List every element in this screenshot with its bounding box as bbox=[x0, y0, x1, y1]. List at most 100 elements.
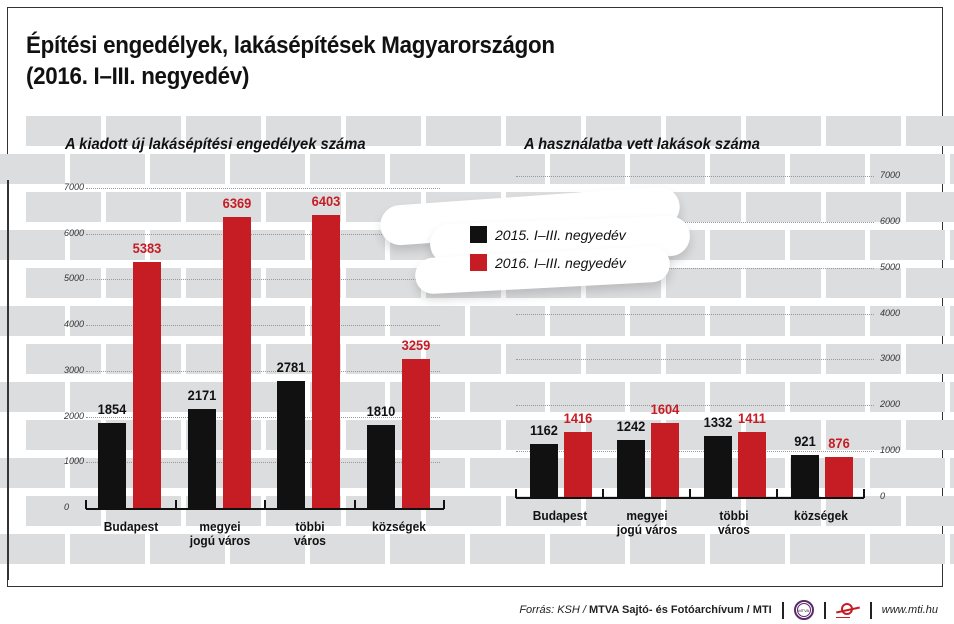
brick bbox=[950, 458, 954, 488]
brick bbox=[26, 344, 101, 374]
title-line-2: (2016. I–III. negyedév) bbox=[26, 63, 250, 90]
brick bbox=[746, 496, 821, 526]
category-line: megyei bbox=[199, 519, 241, 534]
brick bbox=[390, 306, 465, 336]
brick bbox=[106, 116, 181, 146]
brick bbox=[346, 268, 421, 298]
brick bbox=[426, 116, 501, 146]
x-axis-tick bbox=[515, 489, 517, 498]
value-label-2015: 2781 bbox=[276, 358, 306, 375]
brick bbox=[710, 154, 785, 184]
brick bbox=[426, 496, 501, 526]
bar-2015 bbox=[366, 425, 395, 508]
bar-2015 bbox=[98, 423, 126, 508]
brick bbox=[906, 268, 954, 298]
brick bbox=[906, 192, 954, 222]
brick bbox=[630, 154, 705, 184]
brick bbox=[746, 268, 821, 298]
brick bbox=[826, 116, 901, 146]
brick bbox=[586, 116, 661, 146]
brick bbox=[746, 116, 821, 146]
brick bbox=[666, 116, 741, 146]
category-line: jogú város bbox=[616, 522, 677, 537]
value-label-2016: 876 bbox=[828, 434, 850, 451]
brick bbox=[746, 192, 821, 222]
title-line-1: Építési engedélyek, lakásépítések Magyar… bbox=[26, 32, 555, 59]
brick bbox=[550, 154, 625, 184]
brick bbox=[950, 382, 954, 412]
legend-item-2015: 2015. I–III. negyedév bbox=[470, 226, 626, 243]
brick bbox=[0, 534, 65, 564]
mti-logo-icon bbox=[835, 601, 860, 619]
gridline bbox=[516, 267, 874, 269]
x-axis-tick bbox=[353, 500, 356, 509]
value-label-2015: 1242 bbox=[616, 418, 646, 435]
brick bbox=[630, 306, 705, 336]
bar-2016 bbox=[825, 456, 853, 497]
brick bbox=[0, 458, 65, 488]
brick bbox=[870, 230, 945, 260]
y-tick-label: 5000 bbox=[64, 273, 85, 284]
brick bbox=[390, 534, 465, 564]
mtva-logo-text: MTVA bbox=[796, 603, 811, 617]
brick bbox=[666, 496, 741, 526]
separator bbox=[823, 601, 826, 619]
brick bbox=[310, 154, 385, 184]
brick bbox=[70, 154, 145, 184]
category-line: többi bbox=[295, 519, 325, 534]
x-axis-tick bbox=[602, 489, 604, 498]
brick bbox=[826, 344, 901, 374]
value-label-2015: 2171 bbox=[187, 386, 216, 403]
bar-2016 bbox=[651, 423, 679, 497]
left-chart-title: A kiadott új lakásépítési engedélyek szá… bbox=[65, 136, 366, 153]
brick bbox=[70, 306, 145, 336]
brick bbox=[70, 382, 145, 412]
brick bbox=[790, 154, 865, 184]
source-agency: MTVA Sajtó- és Fotóarchívum / MTI bbox=[589, 604, 772, 616]
category-line: város bbox=[293, 533, 326, 548]
brick bbox=[506, 116, 581, 146]
y-tick-label: 4000 bbox=[64, 319, 85, 330]
brick bbox=[870, 458, 945, 488]
bar-2015 bbox=[187, 408, 216, 508]
x-axis-tick bbox=[776, 489, 778, 498]
gridline bbox=[86, 462, 440, 464]
value-label-2015: 1162 bbox=[530, 421, 558, 438]
brick bbox=[790, 534, 865, 564]
brick bbox=[390, 154, 465, 184]
category-line: város bbox=[717, 522, 750, 537]
category-label: megyei jogú város bbox=[174, 520, 266, 548]
category-label: megyei jogú város bbox=[601, 509, 693, 537]
brick bbox=[26, 420, 101, 450]
brick bbox=[826, 268, 901, 298]
brick bbox=[150, 154, 225, 184]
mtva-logo-icon: MTVA bbox=[793, 600, 814, 620]
brick bbox=[906, 496, 954, 526]
right-chart-title: A használatba vett lakások száma bbox=[524, 136, 760, 153]
brick bbox=[630, 534, 705, 564]
category-label: községek bbox=[775, 509, 867, 523]
separator bbox=[869, 601, 872, 619]
bar-2016 bbox=[133, 261, 161, 508]
y-tick-label: 5000 bbox=[880, 261, 901, 272]
brick bbox=[0, 154, 65, 184]
brick bbox=[950, 230, 954, 260]
frame-left-edge bbox=[7, 180, 9, 580]
x-axis-tick bbox=[443, 500, 445, 509]
category-label: többi város bbox=[688, 509, 780, 537]
brick bbox=[70, 230, 145, 260]
bar-2016 bbox=[564, 432, 592, 497]
gridline bbox=[86, 279, 440, 281]
brick bbox=[790, 306, 865, 336]
brick bbox=[826, 496, 901, 526]
bar-2015 bbox=[617, 440, 645, 497]
website-link[interactable]: www.mti.hu bbox=[881, 604, 938, 616]
value-label-2016: 6369 bbox=[222, 194, 251, 211]
gridline bbox=[86, 188, 440, 189]
brick bbox=[870, 382, 945, 412]
gridline bbox=[86, 325, 440, 327]
brick bbox=[586, 344, 661, 374]
y-tick-label: 7000 bbox=[64, 182, 85, 192]
brick bbox=[870, 534, 945, 564]
brick bbox=[26, 268, 101, 298]
